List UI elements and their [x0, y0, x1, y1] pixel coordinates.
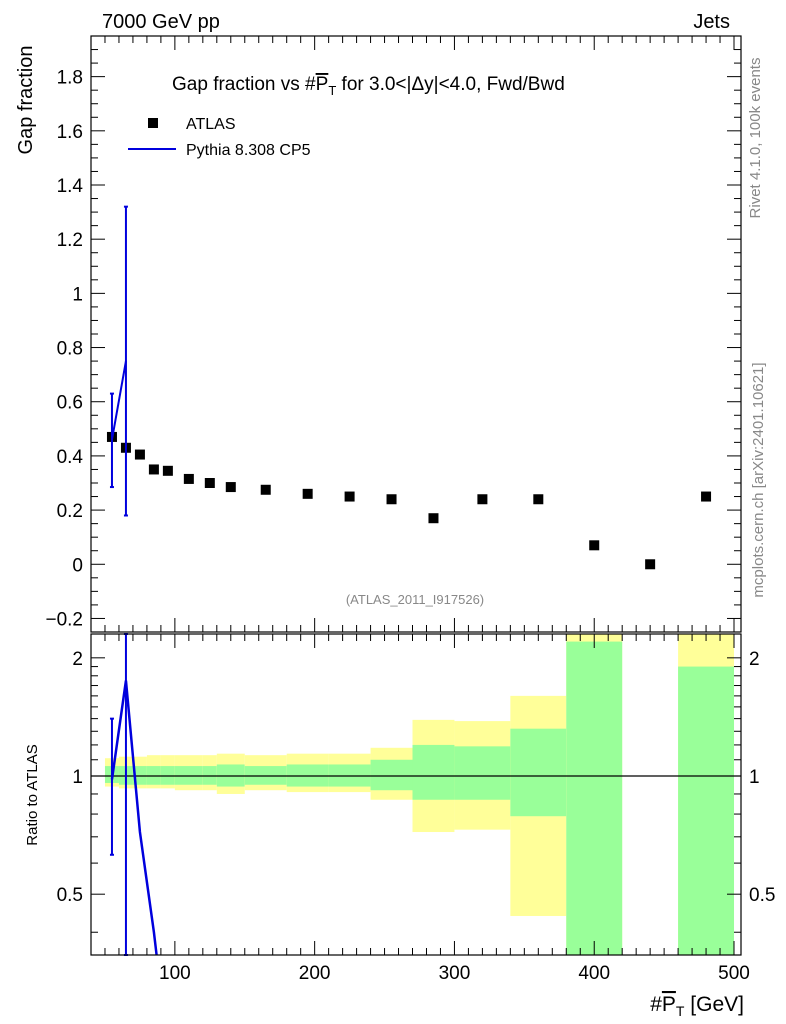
main-ytick-label-6: 1: [72, 284, 83, 305]
ratio-band-green-16: [678, 666, 735, 955]
data-point-atlas-14: [533, 494, 544, 505]
main-ytick-label-1: 0: [72, 555, 83, 576]
data-point-atlas-2: [134, 449, 145, 460]
ratio-band-green-14: [510, 728, 567, 817]
ratio-ytick-label-left-1: 1: [72, 767, 83, 788]
axes: −0.2 0 0.2 0.4 0.6 0.8 1 1.2 1.4 1.6 1.8 100 200 300 4…: [45, 35, 775, 984]
ratio-ytick-label-right-0: 0.5: [749, 885, 775, 906]
mcplots-credit-label: mcplots.cern.ch [arXiv:2401.10621]: [750, 362, 767, 597]
ratio-ytick-label-right-1: 1: [749, 767, 760, 788]
main-ytick-label-2: 0.2: [57, 501, 83, 522]
x-tick-label-4: 500: [718, 963, 750, 984]
data-point-atlas-17: [701, 491, 712, 502]
ratio-band-green-15: [566, 641, 623, 955]
data-point-atlas-4: [162, 465, 173, 476]
main-ytick-label-5: 0.8: [57, 339, 83, 360]
main-ytick-label-0: −0.2: [45, 609, 83, 630]
chart-title: Gap fraction vs #PT for 3.0<|Δy|<4.0, Fw…: [172, 74, 565, 98]
ratio-mc-line: [110, 680, 158, 955]
data-point-atlas-13: [477, 494, 488, 505]
main-ytick-label-8: 1.4: [57, 176, 84, 197]
data-point-atlas-16: [645, 559, 656, 570]
main-ytick-label-7: 1.2: [57, 230, 83, 251]
analysis-watermark: (ATLAS_2011_I917526): [346, 592, 484, 607]
ratio-frame: [90, 633, 742, 956]
x-tick-label-0: 100: [159, 963, 191, 984]
ratio-band-green-12: [412, 744, 455, 800]
data-point-atlas-5: [183, 473, 194, 484]
main-ytick-label-9: 1.6: [57, 122, 83, 143]
ratio-ytick-label-left-0: 0.5: [57, 885, 83, 906]
main-marks: [106, 205, 712, 570]
ratio-ytick-label-left-2: 2: [72, 649, 83, 670]
main-ytick-label-4: 0.6: [57, 393, 83, 414]
data-point-atlas-15: [589, 540, 600, 551]
mc-line-pythia: [110, 360, 127, 440]
y-axis-label-ratio: Ratio to ATLAS: [24, 744, 41, 845]
ratio-panel: [91, 633, 741, 956]
x-tick-label-3: 400: [578, 963, 610, 984]
data-point-atlas-12: [428, 513, 439, 524]
y-axis-label-main: Gap fraction: [15, 46, 37, 155]
x-tick-label-2: 300: [439, 963, 471, 984]
data-point-atlas-3: [148, 464, 159, 475]
legend-label-atlas: ATLAS: [186, 116, 236, 133]
data-point-atlas-10: [344, 491, 355, 502]
rivet-version-label: Rivet 4.1.0, 100k events: [747, 58, 764, 219]
data-point-atlas-9: [302, 488, 313, 499]
x-axis-label: #PT [GeV]: [650, 993, 744, 1019]
data-point-atlas-6: [204, 478, 215, 488]
header-energy: 7000 GeV pp: [102, 11, 220, 33]
ratio-band-green-13: [454, 746, 511, 800]
header-process: Jets: [693, 11, 730, 33]
x-tick-label-1: 200: [299, 963, 331, 984]
data-point-atlas-11: [386, 494, 397, 505]
legend-marker-atlas: [148, 118, 158, 128]
data-point-atlas-7: [225, 482, 236, 493]
legend-label-pythia: Pythia 8.308 CP5: [186, 142, 311, 159]
data-point-atlas-8: [260, 484, 271, 495]
main-ytick-label-3: 0.4: [57, 447, 84, 468]
main-ytick-label-10: 1.8: [57, 68, 83, 89]
ratio-band-green-11: [370, 759, 413, 791]
ratio-ytick-label-right-2: 2: [749, 649, 760, 670]
